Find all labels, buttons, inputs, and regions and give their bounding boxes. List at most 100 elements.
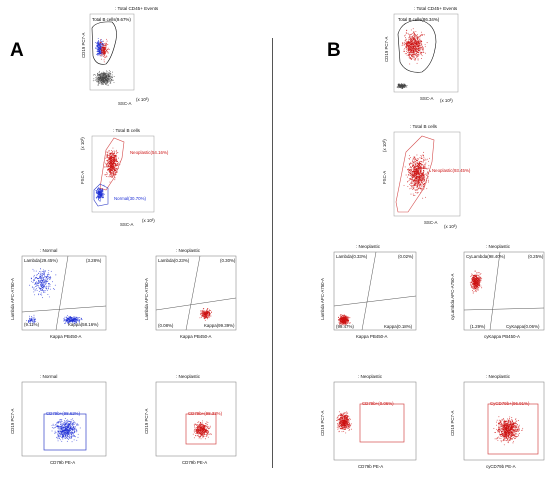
event-dot xyxy=(99,50,101,52)
event-dot xyxy=(65,320,67,322)
event-dot xyxy=(415,183,417,185)
event-dot xyxy=(105,81,107,83)
event-dot xyxy=(57,438,59,440)
event-dot xyxy=(413,188,414,189)
event-dot xyxy=(421,58,422,60)
event-dot xyxy=(195,423,197,425)
event-dot xyxy=(36,289,38,291)
event-dot xyxy=(55,432,57,434)
event-dot xyxy=(412,179,414,181)
event-dot xyxy=(410,163,412,165)
event-dot xyxy=(410,33,412,35)
event-dot xyxy=(77,317,78,319)
event-dot xyxy=(113,156,115,158)
x-axis-unit: (x 10³) xyxy=(440,98,453,103)
event-dot xyxy=(101,82,103,84)
event-dot xyxy=(411,35,413,37)
event-dot xyxy=(205,311,206,313)
event-dot xyxy=(416,186,418,188)
event-dot xyxy=(400,86,402,88)
event-dot xyxy=(103,51,105,53)
event-dot xyxy=(60,432,62,434)
event-dot xyxy=(97,54,99,56)
event-dot xyxy=(68,427,70,429)
event-dot xyxy=(413,51,415,53)
event-dot xyxy=(109,181,111,183)
event-dot xyxy=(33,316,35,318)
event-dot xyxy=(60,435,61,437)
event-dot xyxy=(403,85,405,87)
event-dot xyxy=(76,425,78,426)
event-dot xyxy=(117,162,119,164)
event-dot xyxy=(412,53,414,55)
event-dot xyxy=(416,189,418,191)
event-dot xyxy=(31,317,33,319)
event-dot xyxy=(115,163,117,165)
event-dot xyxy=(206,430,208,432)
event-dot xyxy=(100,190,102,192)
event-dot xyxy=(101,77,103,79)
event-dot xyxy=(110,80,112,82)
event-dot xyxy=(97,44,99,45)
event-dot xyxy=(103,49,105,51)
event-dot xyxy=(417,158,419,160)
event-dot xyxy=(110,75,112,77)
event-dot xyxy=(404,43,406,44)
event-dot xyxy=(109,82,111,84)
event-dot xyxy=(42,297,43,299)
event-dot xyxy=(63,320,65,322)
event-dot xyxy=(104,74,106,76)
event-dot xyxy=(423,171,425,173)
event-dot xyxy=(413,168,415,170)
event-dot xyxy=(204,425,206,427)
plot-title: : Total CD45+ Events xyxy=(414,6,458,11)
event-dot xyxy=(415,168,417,170)
event-dot xyxy=(200,424,202,426)
event-dot xyxy=(97,75,99,77)
event-dot xyxy=(206,431,208,433)
event-dot xyxy=(105,45,107,47)
event-dot xyxy=(98,192,100,194)
event-dot xyxy=(103,81,105,83)
event-dot xyxy=(105,55,107,57)
event-dot xyxy=(56,425,58,427)
event-dot xyxy=(409,167,411,169)
event-dot xyxy=(405,46,407,47)
event-dot xyxy=(38,294,39,296)
plot-title: : Normal xyxy=(40,374,58,379)
event-dot xyxy=(206,435,208,437)
event-dot xyxy=(413,47,415,49)
event-dot xyxy=(203,426,205,428)
event-dot xyxy=(65,434,67,436)
event-dot xyxy=(422,169,424,171)
event-dot xyxy=(107,169,109,171)
event-dot xyxy=(100,44,102,46)
event-dot xyxy=(74,318,75,319)
event-dot xyxy=(101,78,103,80)
event-dot xyxy=(413,178,415,180)
event-dot xyxy=(413,156,415,158)
event-dot xyxy=(407,180,409,182)
event-dot xyxy=(415,180,417,182)
event-dot xyxy=(99,77,101,78)
event-dot xyxy=(418,174,420,176)
event-dot xyxy=(105,165,107,167)
event-dot xyxy=(202,425,203,427)
event-dot xyxy=(200,425,201,427)
event-dot xyxy=(417,169,418,171)
event-dot xyxy=(109,80,111,82)
event-dot xyxy=(200,313,201,315)
event-dot xyxy=(40,280,42,282)
event-dot xyxy=(102,190,103,192)
event-dot xyxy=(105,42,107,44)
event-dot xyxy=(39,276,41,278)
event-dot xyxy=(53,427,55,429)
event-dot xyxy=(419,167,420,168)
event-dot xyxy=(419,184,421,186)
event-dot xyxy=(206,424,208,426)
x-axis-label: SSC-A xyxy=(424,220,438,225)
event-dot xyxy=(406,86,408,88)
event-dot xyxy=(417,48,418,50)
event-dot xyxy=(98,73,100,75)
event-dot xyxy=(408,168,410,170)
